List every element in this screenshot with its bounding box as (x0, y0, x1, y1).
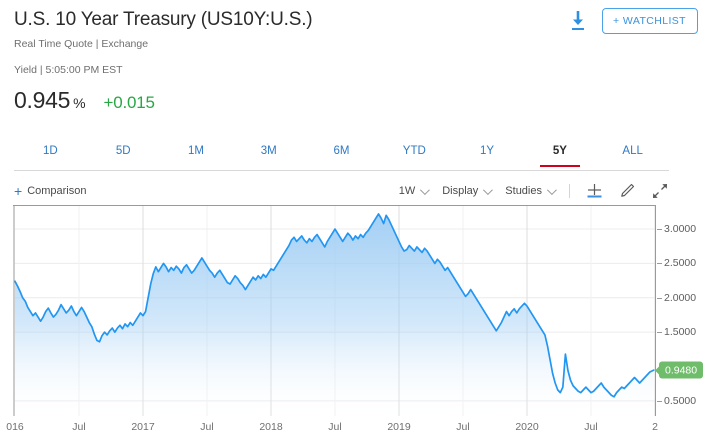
x-axis-tick: 2020 (515, 421, 539, 433)
x-axis-tick: Jul (456, 421, 470, 433)
y-axis-tick-mark (657, 332, 662, 334)
x-axis-tick: 016 (6, 421, 24, 433)
tab-ytd[interactable]: YTD (402, 145, 426, 157)
price-row: 0.945 % +0.015 (14, 87, 696, 113)
toolbar-right: 1W Display Studies (399, 182, 669, 200)
interval-label: 1W (398, 185, 416, 197)
x-axis-tick: Jul (72, 421, 86, 433)
tab-6m[interactable]: 6M (333, 145, 350, 157)
tab-3m[interactable]: 3M (260, 145, 277, 157)
crosshair-icon[interactable] (585, 182, 604, 200)
x-axis-tick: 2017 (131, 421, 155, 433)
y-axis-tick-mark (657, 263, 662, 265)
chart-toolbar: + Comparison 1W Display Studies (14, 180, 669, 202)
price-unit: % (73, 95, 86, 111)
x-axis: 016 Jul 2017 Jul 2018 Jul 2019 Jul 2020 Jul 2 (0, 418, 710, 438)
download-icon[interactable] (568, 10, 588, 32)
x-axis-tick: 2 (652, 421, 658, 433)
add-comparison-button[interactable]: + Comparison (14, 183, 87, 199)
display-dropdown[interactable]: Display (442, 184, 494, 197)
tab-1d[interactable]: 1D (43, 145, 58, 157)
tab-5d[interactable]: 5D (115, 145, 131, 157)
expand-icon[interactable] (651, 182, 669, 200)
y-axis-tick-mark (657, 229, 662, 231)
interval-dropdown[interactable]: 1W (398, 184, 431, 197)
toolbar-divider (569, 184, 570, 198)
chevron-down-icon (546, 184, 557, 195)
page-title: U.S. 10 Year Treasury (US10Y:U.S.) (14, 9, 313, 30)
display-label: Display (442, 185, 479, 197)
studies-label: Studies (505, 185, 542, 197)
quote-subtitle: Real Time Quote | Exchange (14, 38, 149, 50)
comparison-label: Comparison (27, 185, 87, 197)
y-axis-tick-mark (657, 400, 662, 402)
current-price: 0.945 (14, 87, 71, 113)
price-chart[interactable] (13, 205, 656, 416)
y-axis-tick: 2.5000 (664, 257, 697, 270)
range-tabs: 1D 5D 1M 3M 6M YTD 1Y 5Y ALL (14, 144, 669, 171)
tab-1y[interactable]: 1Y (480, 145, 495, 157)
pencil-icon[interactable] (619, 182, 636, 200)
tab-1m[interactable]: 1M (187, 145, 204, 157)
chevron-down-icon (483, 184, 494, 195)
x-axis-tick: Jul (584, 421, 598, 433)
x-axis-tick: 2018 (259, 421, 283, 433)
last-price-badge: 0.9480 (659, 361, 704, 379)
chevron-down-icon (420, 184, 431, 195)
x-axis-tick: Jul (200, 421, 214, 433)
tab-5y[interactable]: 5Y (523, 144, 596, 166)
header-actions: + WATCHLIST (568, 8, 698, 34)
x-axis-tick: 2019 (387, 421, 411, 433)
y-axis-tick-mark (657, 297, 662, 299)
y-axis-tick: 0.5000 (664, 394, 697, 407)
y-axis-tick: 1.5000 (664, 326, 697, 339)
tab-all[interactable]: ALL (622, 145, 643, 157)
y-axis-tick: 3.0000 (664, 223, 697, 236)
quote-header: U.S. 10 Year Treasury (US10Y:U.S.) Real … (14, 8, 696, 113)
plus-icon: + (14, 183, 23, 199)
price-change: +0.015 (103, 93, 155, 112)
x-axis-tick: Jul (328, 421, 342, 433)
add-to-watchlist-button[interactable]: + WATCHLIST (602, 8, 698, 34)
y-axis-tick: 2.0000 (664, 291, 697, 304)
quote-timestamp: Yield | 5:05:00 PM EST (14, 64, 123, 76)
studies-dropdown[interactable]: Studies (505, 184, 557, 197)
